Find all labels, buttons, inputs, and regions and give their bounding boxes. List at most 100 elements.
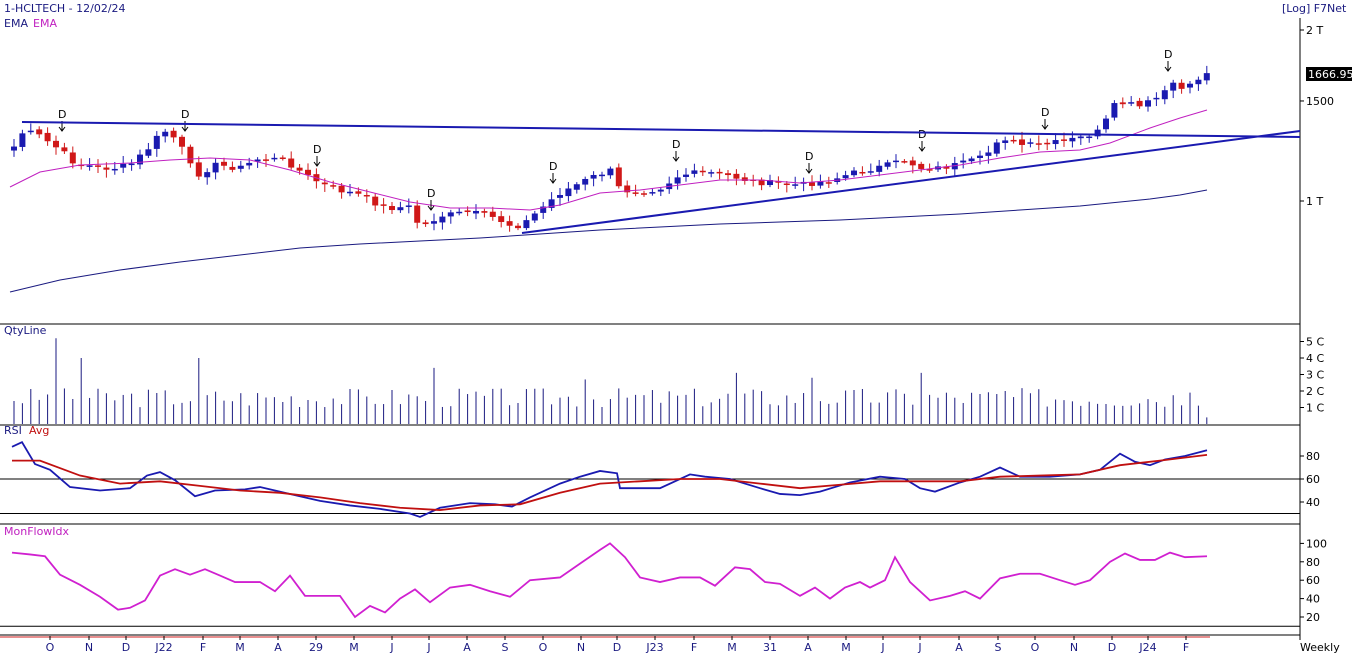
price-tick-label-0: 1 T — [1306, 195, 1323, 208]
candle-body — [355, 191, 362, 194]
x-month-label-22: J — [880, 641, 884, 654]
x-month-label-4: F — [200, 641, 206, 654]
candle-body — [61, 147, 68, 152]
candle-body — [918, 163, 925, 169]
ema-label-1: EMA — [4, 17, 28, 30]
candle-body — [296, 167, 303, 171]
rsi-tick-label-1: 60 — [1306, 473, 1320, 486]
x-month-label-19: 31 — [763, 641, 777, 654]
candle-body — [380, 204, 387, 206]
candle-body — [372, 196, 379, 206]
dividend-marker: D — [805, 150, 813, 163]
candle-body — [884, 162, 891, 167]
x-month-label-7: 29 — [309, 641, 323, 654]
dividend-arrowhead — [805, 168, 813, 174]
x-month-label-23: J — [917, 641, 921, 654]
candle-body — [1161, 90, 1168, 100]
rsi-title: RSI — [4, 424, 22, 437]
volume-panel: 1 C 2 C 3 C 4 C 5 C — [13, 336, 1324, 424]
dividend-arrowhead — [1041, 124, 1049, 130]
dividend-arrowhead — [181, 126, 189, 132]
candle-body — [531, 213, 538, 221]
candle-body — [993, 142, 1000, 154]
candle-body — [767, 180, 773, 186]
candle-body — [397, 207, 404, 211]
rsi-tick-label-0: 40 — [1306, 496, 1320, 509]
candle-body — [1187, 83, 1193, 88]
mfi-line — [11, 542, 1208, 619]
rsi-avg-line — [12, 453, 1208, 511]
candle-body — [481, 211, 488, 213]
candle-body — [985, 152, 992, 156]
candle-body — [212, 162, 219, 173]
dividend-marker: D — [1041, 106, 1049, 119]
x-month-label-24: A — [955, 641, 963, 654]
candle-body — [792, 184, 799, 186]
candle-body — [162, 131, 169, 137]
dividend-arrowhead — [918, 146, 926, 152]
x-month-label-0: O — [46, 641, 55, 654]
candle-body — [851, 170, 857, 176]
candle-body — [515, 225, 521, 229]
candle-body — [783, 183, 790, 186]
dividend-marker: D — [918, 128, 926, 141]
candle-body — [523, 220, 530, 229]
x-month-label-2: D — [122, 641, 130, 654]
x-month-label-18: M — [727, 641, 737, 654]
candle-body — [573, 184, 580, 190]
candle-body — [414, 205, 421, 223]
volume-tick-label-4: 5 C — [1306, 336, 1324, 349]
candle-body — [615, 167, 622, 187]
candle-body — [968, 158, 975, 162]
candle-body — [11, 146, 17, 151]
candle-body — [95, 165, 101, 167]
candle-body — [1077, 136, 1084, 139]
candle-body — [876, 165, 883, 172]
mfi-panel: 20 40 60 80 100 — [0, 537, 1327, 627]
candle-body — [859, 171, 866, 174]
candle-body — [422, 222, 429, 225]
dividend-arrowhead — [427, 205, 435, 211]
candle-body — [204, 172, 211, 178]
rsi-avg-title: Avg — [29, 424, 49, 437]
candle-body — [540, 206, 547, 213]
volume-title: QtyLine — [4, 324, 47, 337]
candle-body — [246, 162, 253, 166]
candle-body — [1002, 140, 1009, 143]
x-month-label-6: A — [274, 641, 282, 654]
dividend-arrowhead — [549, 178, 557, 184]
candle-body — [733, 173, 740, 179]
candle-body — [624, 185, 631, 193]
candle-body — [817, 181, 824, 186]
x-month-label-27: N — [1070, 641, 1078, 654]
candle-body — [128, 163, 135, 166]
candle-body — [1010, 139, 1017, 142]
candle-body — [145, 149, 152, 156]
candle-body — [1203, 73, 1210, 81]
candle-body — [657, 189, 664, 192]
candle-body — [120, 163, 127, 168]
volume-tick-label-3: 4 C — [1306, 352, 1324, 365]
ema-label-2: EMA — [33, 17, 57, 30]
support-trendline — [521, 130, 1301, 234]
rsi-line — [11, 441, 1208, 518]
candle-body — [599, 174, 605, 177]
x-month-label-10: J — [426, 641, 430, 654]
candle-body — [1119, 102, 1126, 105]
rsi-tick-label-2: 80 — [1306, 450, 1320, 463]
candle-body — [456, 211, 463, 214]
candle-body — [1052, 140, 1059, 145]
price-tick-label-2: 2 T — [1306, 24, 1323, 37]
mfi-tick-label-0: 20 — [1306, 611, 1320, 624]
candle-body — [187, 146, 194, 164]
candle-body — [683, 174, 689, 177]
candle-body — [305, 169, 311, 175]
x-month-label-17: F — [691, 641, 697, 654]
dividend-marker: D — [58, 108, 66, 121]
x-month-label-13: O — [539, 641, 548, 654]
dividend-marker: D — [313, 143, 321, 156]
x-month-label-28: D — [1108, 641, 1116, 654]
dividend-arrowhead — [58, 126, 66, 132]
ema-long-line — [9, 189, 1208, 293]
